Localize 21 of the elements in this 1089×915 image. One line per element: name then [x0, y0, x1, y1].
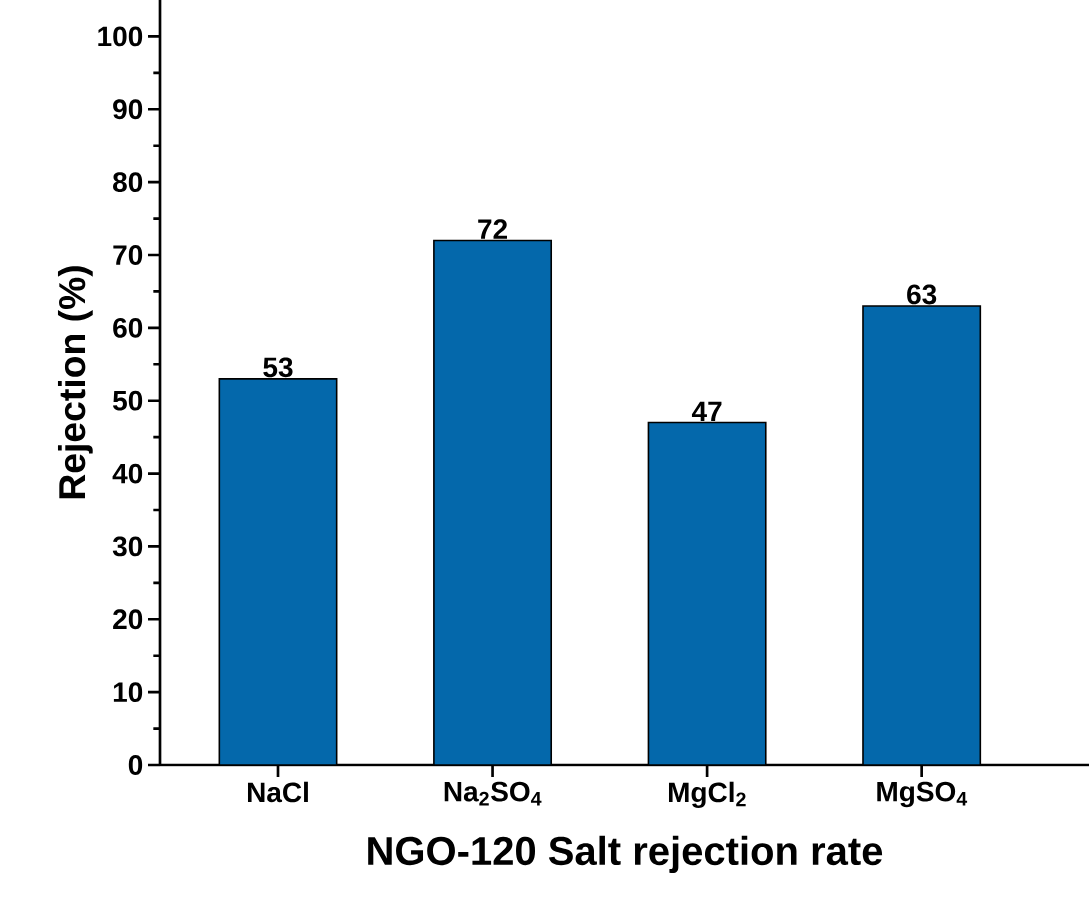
y-tick-label: 20: [113, 609, 143, 630]
y-tick-label: 0: [128, 755, 143, 775]
data-label: 47: [691, 401, 722, 421]
x-axis-title: NGO-120 Salt rejection rate: [368, 835, 883, 874]
y-tick-label: 90: [113, 99, 143, 120]
data-label: 63: [907, 284, 937, 305]
y-tick-label: 30: [112, 536, 143, 557]
y-tick-label: 70: [113, 245, 143, 265]
data-label: 53: [263, 357, 293, 378]
y-tick-label: 50: [113, 390, 143, 411]
x-tick-label: NaCl: [247, 781, 308, 803]
x-tick-label: Na$_{2}$SO$_{4}$: [444, 781, 542, 806]
y-tick-label: 80: [113, 172, 143, 193]
y-tick-label: 40: [112, 463, 143, 484]
y-tick-label: 100: [98, 26, 143, 47]
x-tick-label: MgSO$_{4}$: [877, 781, 968, 808]
x-tick-label: MgCl$_{2}$: [668, 781, 746, 808]
y-tick-label: 10: [113, 682, 143, 703]
data-label: 72: [478, 219, 507, 239]
y-axis-title: Rejection (%): [57, 266, 93, 499]
y-tick-label: 60: [113, 317, 143, 338]
